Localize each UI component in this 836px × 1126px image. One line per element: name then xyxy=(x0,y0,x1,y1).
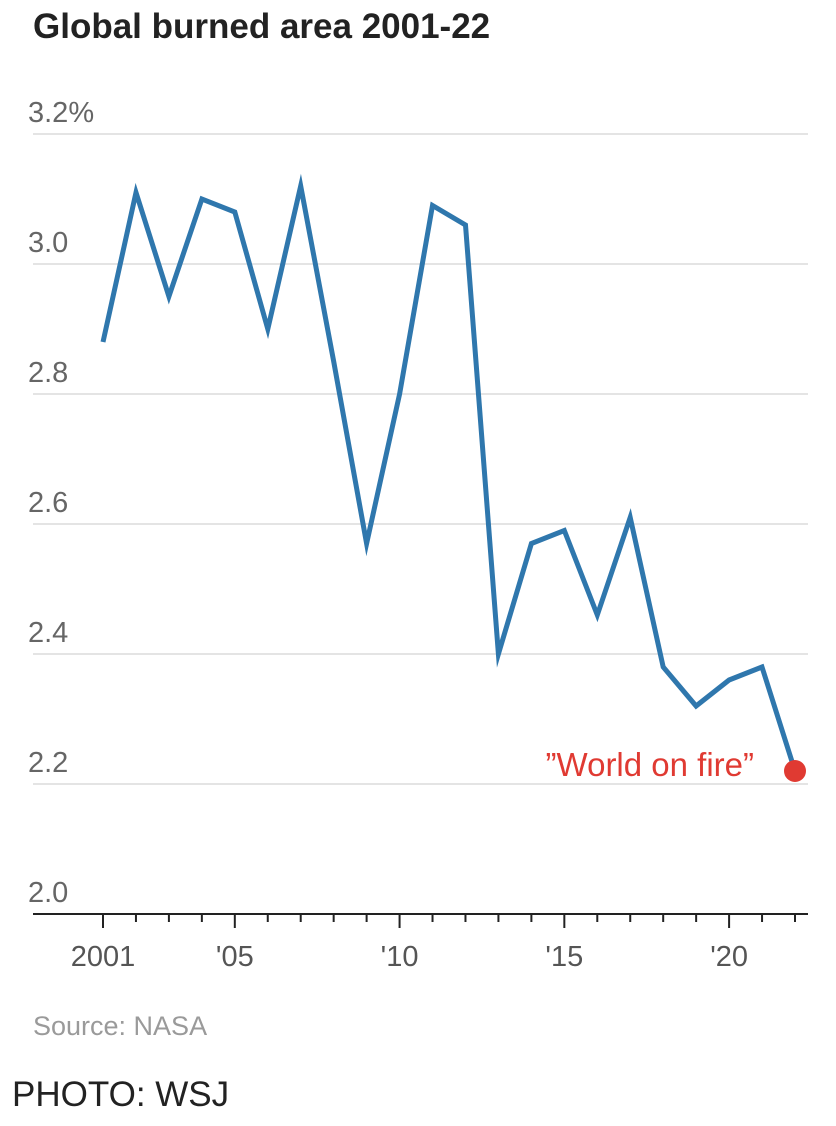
series-layer xyxy=(100,173,806,782)
x-axis: 2001 '05 '10 '15 '20 xyxy=(33,913,808,973)
series-line xyxy=(100,173,798,772)
x-tick-label: '15 xyxy=(545,941,583,973)
y-tick-label: 3.2% xyxy=(28,97,94,129)
source-note: Source: NASA xyxy=(33,1011,207,1041)
x-tick-label: '10 xyxy=(381,941,419,973)
y-tick-label: 2.2 xyxy=(28,747,68,779)
chart-title: Global burned area 2001-22 xyxy=(33,7,490,46)
grid-layer: 3.2% 3.0 2.8 2.6 2.4 2.2 2.0 xyxy=(28,97,808,909)
y-tick-label: 2.4 xyxy=(28,617,68,649)
photo-credit: PHOTO: WSJ xyxy=(12,1075,229,1114)
x-tick-label: '05 xyxy=(216,941,254,973)
x-tick-label: 2001 xyxy=(71,941,136,973)
annotation-label: ”World on fire” xyxy=(546,746,754,783)
y-tick-label: 2.8 xyxy=(28,357,68,389)
x-tick-label: '20 xyxy=(710,941,748,973)
y-tick-label: 2.6 xyxy=(28,487,68,519)
highlight-point xyxy=(784,760,806,782)
y-tick-label: 3.0 xyxy=(28,227,68,259)
y-tick-label: 2.0 xyxy=(28,877,68,909)
